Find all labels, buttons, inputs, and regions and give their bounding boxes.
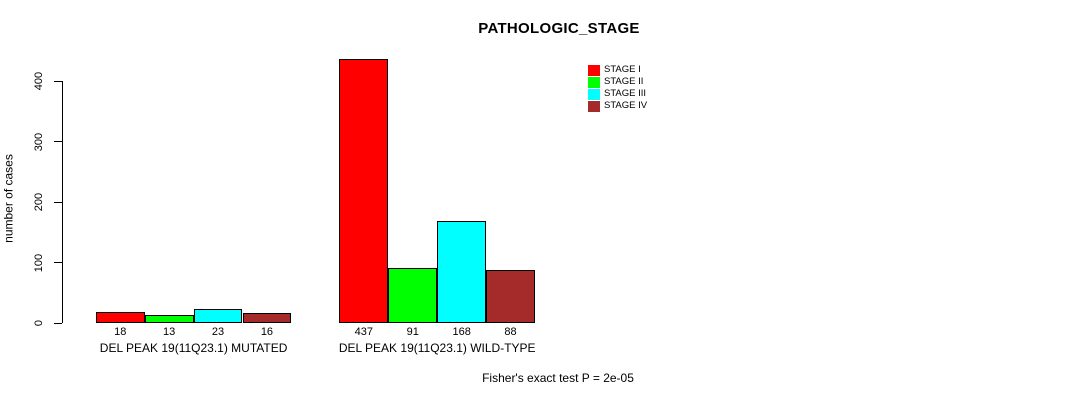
bar-stage-ii <box>388 267 438 323</box>
group-label: DEL PEAK 19(11Q23.1) MUTATED <box>99 341 288 355</box>
footnote-text: Fisher's exact test P = 2e-05 <box>482 371 634 385</box>
y-axis-tick-label: 0 <box>33 319 45 327</box>
legend-item-label: STAGE II <box>604 76 644 87</box>
bar-stage-ii <box>144 315 194 323</box>
y-axis-tick <box>54 322 62 324</box>
bar-value-label: 18 <box>114 326 127 338</box>
bar-stage-iii <box>193 309 243 323</box>
legend: STAGE I STAGE II STAGE III STAGE IV <box>588 64 647 112</box>
bar-stage-iv <box>242 313 292 323</box>
y-axis-label: number of cases <box>1 154 16 243</box>
bar-stage-iv <box>486 269 535 323</box>
legend-item: STAGE IV <box>588 100 647 112</box>
y-axis-tick <box>54 80 62 82</box>
y-axis-tick-label: 100 <box>33 253 45 272</box>
y-axis-tick-label: 200 <box>33 192 45 212</box>
y-axis-tick-label: 300 <box>33 132 45 151</box>
legend-item-label: STAGE I <box>604 64 641 75</box>
y-axis-line <box>62 81 63 323</box>
y-axis-tick-label: 400 <box>33 71 45 91</box>
y-axis-tick <box>54 201 62 203</box>
legend-swatch-icon <box>588 76 600 88</box>
group-label: DEL PEAK 19(11Q23.1) WILD-TYPE <box>338 341 536 355</box>
bar-value-label: 91 <box>406 326 419 338</box>
bar-value-label: 168 <box>452 326 471 338</box>
legend-item: STAGE I <box>588 64 647 76</box>
y-axis-tick <box>54 141 62 142</box>
legend-item-label: STAGE IV <box>604 100 648 111</box>
legend-item: STAGE II <box>588 76 647 88</box>
bar-value-label: 13 <box>163 326 176 338</box>
chart-title: PATHOLOGIC_STAGE <box>478 20 640 37</box>
bar-value-label: 23 <box>211 326 225 338</box>
legend-swatch-icon <box>588 100 600 112</box>
bar-value-label: 437 <box>354 326 374 338</box>
legend-swatch-icon <box>588 64 600 76</box>
bar-stage-i <box>95 312 145 323</box>
legend-item: STAGE III <box>588 88 647 100</box>
bar-value-label: 88 <box>504 326 517 338</box>
bar-stage-iii <box>437 221 487 323</box>
y-axis-tick <box>54 262 62 263</box>
legend-swatch-icon <box>588 88 600 100</box>
legend-item-label: STAGE III <box>604 88 647 99</box>
bar-value-label: 16 <box>260 326 274 338</box>
bar-stage-i <box>339 58 389 323</box>
